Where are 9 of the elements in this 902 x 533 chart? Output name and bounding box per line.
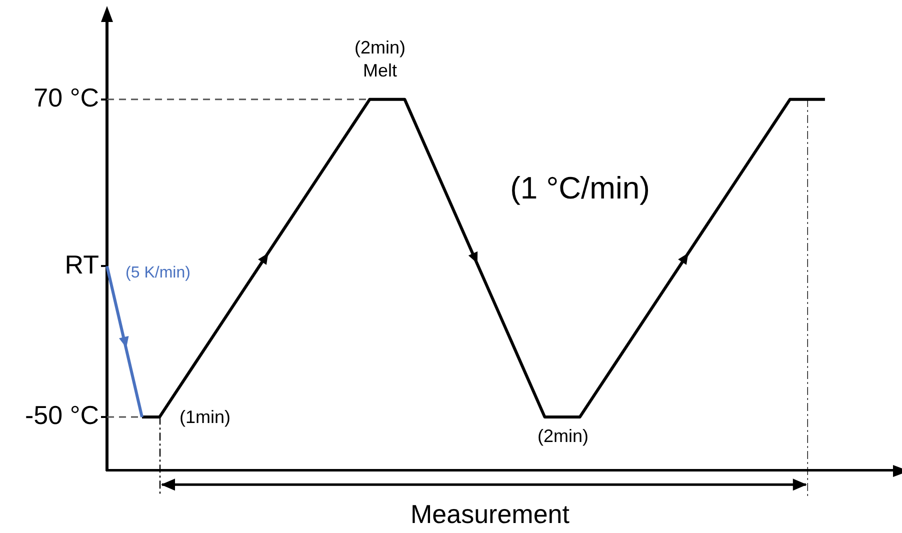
annotation: (1 °C/min) — [510, 170, 650, 206]
annotation: (5 K/min) — [126, 264, 190, 282]
y-tick-label: RT — [64, 249, 100, 280]
annotation: (1min) — [179, 406, 231, 427]
y-tick-label: 70 °C — [34, 82, 99, 113]
y-tick-label: -50 °C — [25, 400, 99, 430]
annotation: (2min) — [537, 426, 589, 446]
text: Measurement — [410, 499, 570, 530]
annotation: (2min) Melt — [354, 37, 406, 81]
